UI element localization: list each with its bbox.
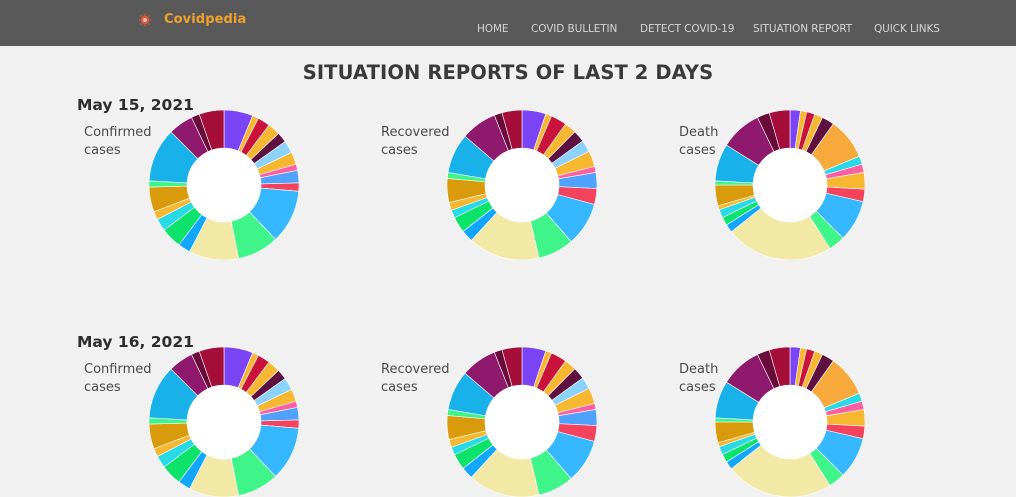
confirmed-cases-donut-chart[interactable] [149,110,299,260]
nav-situation-report[interactable]: SITUATION REPORT [753,23,853,35]
brand-link[interactable]: Covidpedia [138,12,246,27]
nav-covid-bulletin[interactable]: COVID BULLETIN [531,23,618,35]
donut-hole [753,148,827,222]
virus-icon [138,13,152,26]
donut-hole [753,385,827,459]
chart-label-recovered: Recovered cases [381,361,471,397]
donut-svg [149,110,299,260]
chart-label-line: cases [679,143,716,158]
donut-hole [187,385,261,459]
death-cases-donut-chart[interactable] [715,110,865,260]
chart-label-death: Death cases [679,361,769,397]
chart-label-line: cases [84,380,121,395]
confirmed-cases-donut-chart[interactable] [149,347,299,497]
chart-label-line: Recovered [381,362,450,377]
donut-svg [715,347,865,497]
donut-svg [447,110,597,260]
chart-label-line: cases [381,143,418,158]
death-cases-donut-chart[interactable] [715,347,865,497]
recovered-cases-donut-chart[interactable] [447,347,597,497]
chart-label-line: Confirmed [84,125,152,140]
nav-quick-links[interactable]: QUICK LINKS [874,23,940,35]
donut-hole [485,385,559,459]
report-date: May 16, 2021 [77,333,194,351]
chart-label-line: cases [679,380,716,395]
chart-label-recovered: Recovered cases [381,124,471,160]
navbar: Covidpedia HOME COVID BULLETIN DETECT CO… [0,0,1016,46]
page-title: SITUATION REPORTS OF LAST 2 DAYS [302,61,714,84]
nav-detect-covid[interactable]: DETECT COVID-19 [640,23,735,35]
chart-label-line: Confirmed [84,362,152,377]
chart-label-line: Recovered [381,125,450,140]
chart-label-confirmed: Confirmed cases [84,124,174,160]
report-date: May 15, 2021 [77,96,194,114]
chart-label-death: Death cases [679,124,769,160]
donut-hole [485,148,559,222]
chart-label-line: Death [679,125,719,140]
donut-svg [447,347,597,497]
chart-label-line: cases [84,143,121,158]
chart-label-line: cases [381,380,418,395]
donut-hole [187,148,261,222]
recovered-cases-donut-chart[interactable] [447,110,597,260]
nav-home[interactable]: HOME [477,23,509,35]
donut-svg [149,347,299,497]
donut-svg [715,110,865,260]
brand-name: Covidpedia [164,12,247,27]
chart-label-confirmed: Confirmed cases [84,361,174,397]
chart-label-line: Death [679,362,719,377]
